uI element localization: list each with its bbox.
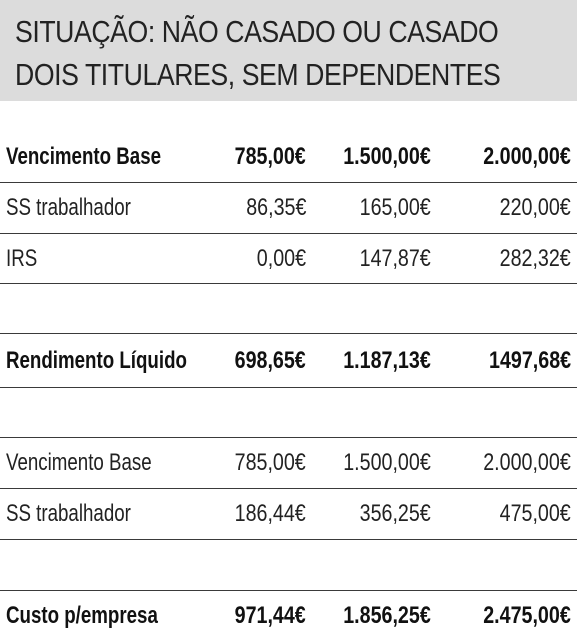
row-divider [0,333,577,334]
value-column-3: 2.475,00€ [483,602,571,629]
table-row-ss-trabalhador: SS trabalhador 86,35€ 165,00€ 220,00€ [0,183,577,233]
value-column-3: 2.000,00€ [483,143,571,170]
row-label: IRS [6,245,38,272]
value-column-3: 475,00€ [499,500,571,527]
value-column-1: 785,00€ [234,449,306,476]
row-divider [0,488,577,489]
value-column-3: 1497,68€ [488,347,571,374]
header-title-line-1: SITUAÇÃO: NÃO CASADO OU CASADO [15,14,499,49]
value-column-3: 2.000,00€ [483,449,571,476]
table-row-ss-trabalhador-employer: SS trabalhador 186,44€ 356,25€ 475,00€ [0,489,577,539]
value-column-3: 282,32€ [499,245,571,272]
value-column-2: 1.500,00€ [343,143,431,170]
table-row-irs: IRS 0,00€ 147,87€ 282,32€ [0,234,577,284]
value-column-2: 1.856,25€ [343,602,431,629]
table-row-rendimento-liquido: Rendimento Líquido 698,65€ 1.187,13€ 149… [0,336,577,386]
row-label: Rendimento Líquido [6,347,187,374]
row-label: Custo p/empresa [6,602,158,629]
row-divider [0,182,577,183]
table-row-vencimento-base: Vencimento Base 785,00€ 1.500,00€ 2.000,… [0,132,577,182]
value-column-3: 220,00€ [499,194,571,221]
value-column-2: 356,25€ [359,500,431,527]
value-column-2: 1.500,00€ [343,449,431,476]
value-column-2: 147,87€ [359,245,431,272]
table-row-vencimento-base-employer: Vencimento Base 785,00€ 1.500,00€ 2.000,… [0,438,577,488]
row-label: Vencimento Base [6,449,152,476]
row-divider [0,539,577,540]
row-label: SS trabalhador [6,194,131,221]
value-column-2: 165,00€ [359,194,431,221]
row-divider [0,590,577,591]
table-row-custo-empresa: Custo p/empresa 971,44€ 1.856,25€ 2.475,… [0,591,577,641]
value-column-1: 698,65€ [234,347,306,374]
value-column-1: 0,00€ [256,245,306,272]
row-divider [0,437,577,438]
value-column-1: 971,44€ [234,602,306,629]
value-column-1: 86,35€ [245,194,306,221]
table-header-banner: SITUAÇÃO: NÃO CASADO OU CASADO DOIS TITU… [0,0,577,101]
row-label: Vencimento Base [6,143,162,170]
row-label: SS trabalhador [6,500,131,527]
value-column-1: 785,00€ [234,143,306,170]
value-column-1: 186,44€ [234,500,306,527]
value-column-2: 1.187,13€ [343,347,431,374]
header-title-line-2: DOIS TITULARES, SEM DEPENDENTES [15,57,501,92]
row-divider [0,233,577,234]
row-divider [0,387,577,388]
row-divider [0,283,577,284]
